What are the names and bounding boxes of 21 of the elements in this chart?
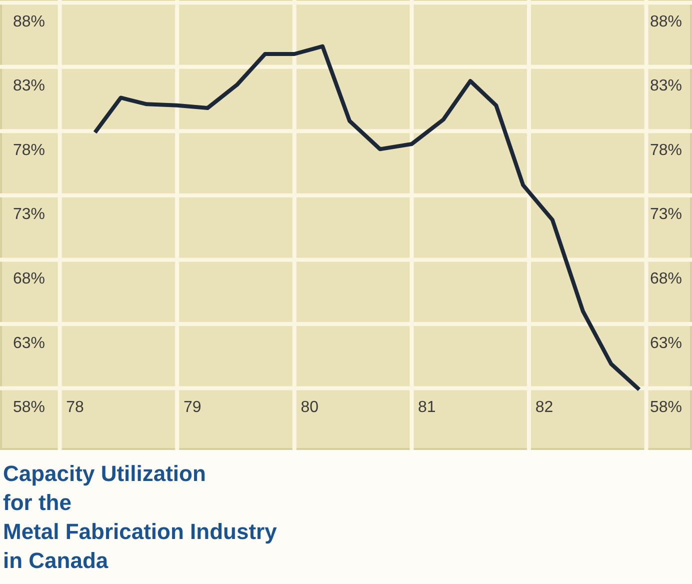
x-tick-label: 81 — [418, 399, 436, 416]
y2-tick-label: 63% — [650, 334, 682, 352]
y2-tick-label: 88% — [650, 13, 682, 30]
y2-tick-label: 58% — [650, 399, 682, 416]
y-tick-label: 73% — [12, 206, 46, 224]
y-tick-label: 88% — [12, 13, 46, 30]
x-tick-label: 80 — [300, 399, 319, 416]
y2-tick-label: 83% — [650, 78, 682, 95]
x-tick-label: 82 — [535, 399, 554, 416]
y2-tick-label: 68% — [650, 270, 682, 288]
y-tick-label: 58% — [12, 399, 46, 416]
y-tick-label: 68% — [12, 270, 46, 288]
line-series — [93, 44, 642, 392]
text: Capacity Utilization for the Metal Fabrication Industry in Canada — [3, 461, 278, 573]
x-tick-label: 79 — [183, 399, 202, 416]
y-tick-label: 78% — [12, 142, 46, 159]
y2-tick-label: 78% — [650, 142, 682, 159]
y2-tick-label: 73% — [650, 206, 682, 224]
y-tick-label: 63% — [12, 334, 46, 352]
y-tick-label: 83% — [12, 78, 46, 95]
x-tick-label: 78 — [66, 399, 84, 416]
